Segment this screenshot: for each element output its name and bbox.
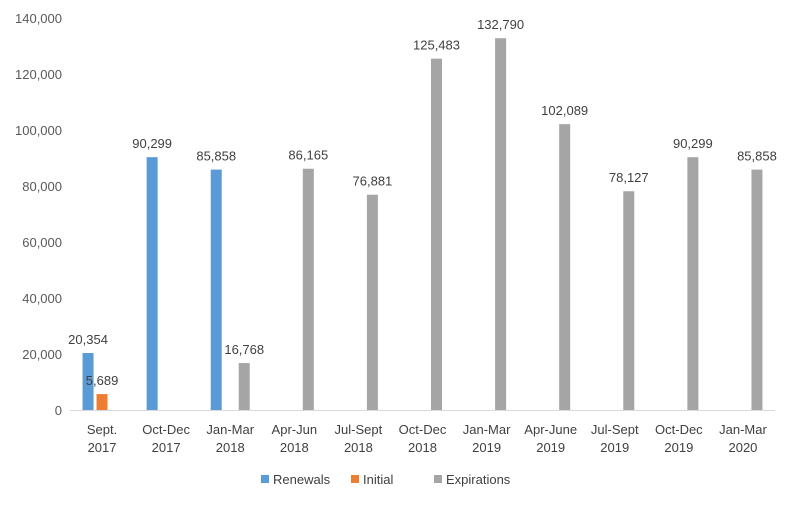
bar-initial: [96, 394, 108, 410]
data-labels: 20,354 5,689 90,299 85,858 16,768 86,165 76,88…: [68, 17, 777, 388]
bar-renewals: [146, 157, 158, 410]
bar-renewals: [82, 353, 94, 410]
y-tick-label: 20,000: [22, 347, 62, 362]
x-tick-label: Jan-Mar: [206, 422, 254, 437]
x-tick-label: Jan-Mar: [463, 422, 511, 437]
y-tick-label: 120,000: [15, 67, 62, 82]
x-axis: Sept. 2017 Oct-Dec 2017 Jan-Mar 2018 Apr-Jun 20…: [70, 410, 775, 455]
y-tick-label: 80,000: [22, 179, 62, 194]
legend-swatch-initial: [351, 475, 359, 483]
bar-expirations: [559, 124, 571, 410]
data-label: 132,790: [477, 17, 524, 32]
x-tick-label: Jul-Sept: [591, 422, 639, 437]
y-tick-label: 100,000: [15, 123, 62, 138]
legend-swatch-renewals: [261, 475, 269, 483]
x-tick-label: 2019: [536, 440, 565, 455]
data-label: 20,354: [68, 332, 108, 347]
x-tick-label: Apr-Jun: [272, 422, 318, 437]
bar-expirations: [431, 58, 442, 411]
y-tick-label: 0: [55, 403, 62, 418]
data-label: 90,299: [673, 136, 713, 151]
x-tick-label: 2018: [216, 440, 245, 455]
x-tick-label: Jan-Mar: [719, 422, 767, 437]
y-tick-label: 140,000: [15, 11, 62, 26]
data-label: 16,768: [224, 342, 264, 357]
legend-swatch-expirations: [434, 475, 442, 483]
x-tick-label: 2019: [600, 440, 629, 455]
bars: [82, 38, 763, 411]
x-tick-label: Oct-Dec: [399, 422, 447, 437]
data-label: 125,483: [413, 38, 460, 53]
x-tick-label: 2020: [728, 440, 757, 455]
bar-expirations: [623, 191, 635, 410]
x-tick-label: Oct-Dec: [142, 422, 190, 437]
x-tick-label: Oct-Dec: [655, 422, 703, 437]
bar-expirations: [687, 157, 699, 410]
data-label: 85,858: [737, 149, 777, 164]
x-tick-label: 2019: [664, 440, 693, 455]
data-label: 85,858: [196, 149, 236, 164]
x-tick-label: Jul-Sept: [335, 422, 383, 437]
x-tick-label: 2018: [408, 440, 437, 455]
data-label: 78,127: [609, 170, 649, 185]
x-tick-label: 2017: [88, 440, 117, 455]
bar-expirations: [495, 38, 507, 411]
x-tick-label: Apr-June: [524, 422, 577, 437]
x-tick-label: 2017: [152, 440, 181, 455]
data-label: 90,299: [132, 136, 172, 151]
data-label: 5,689: [86, 373, 119, 388]
x-tick-label: 2018: [344, 440, 373, 455]
data-label: 76,881: [353, 174, 393, 189]
bar-expirations: [751, 169, 763, 410]
data-label: 102,089: [541, 103, 588, 118]
x-tick-label: 2019: [472, 440, 501, 455]
bar-renewals: [210, 169, 222, 410]
bar-expirations: [302, 168, 314, 410]
legend-label: Initial: [363, 472, 393, 487]
legend-label: Renewals: [273, 472, 331, 487]
y-axis: 0 20,000 40,000 60,000 80,000 100,000 120,000 1…: [15, 11, 62, 418]
legend: Renewals Initial Expirations: [261, 472, 511, 487]
x-tick-label: Sept.: [87, 422, 117, 437]
bar-expirations: [366, 194, 378, 410]
y-tick-label: 40,000: [22, 291, 62, 306]
data-label: 86,165: [288, 148, 328, 163]
legend-label: Expirations: [446, 472, 511, 487]
x-tick-label: 2018: [280, 440, 309, 455]
y-tick-label: 60,000: [22, 235, 62, 250]
bar-expirations: [238, 363, 250, 410]
